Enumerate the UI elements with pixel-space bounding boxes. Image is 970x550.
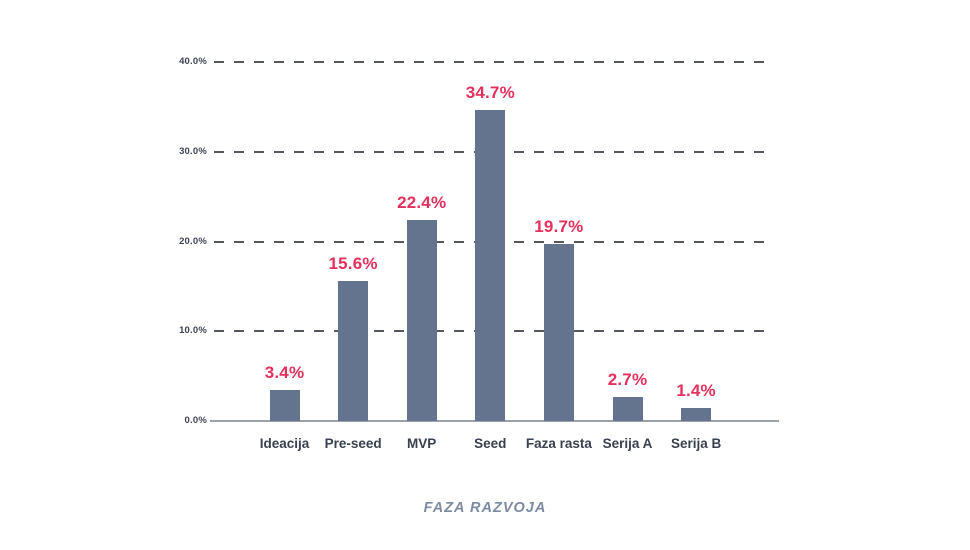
bar: [406, 219, 437, 421]
bar-category-label: MVP: [407, 436, 437, 451]
bar-value-label: 2.7%: [607, 369, 648, 389]
x-axis-line: [210, 420, 779, 422]
bar-value-label: 1.4%: [676, 381, 716, 401]
bar-value-label: 22.4%: [397, 192, 447, 212]
y-tick-label: 30.0%: [179, 145, 207, 157]
y-tick-label: 10.0%: [179, 325, 207, 337]
y-grid-line: [214, 61, 774, 63]
y-tick-label: 20.0%: [179, 235, 207, 247]
bar-category-label: Serija A: [602, 436, 653, 451]
bar-category-label: Serija B: [670, 436, 722, 451]
bar-category-label: Pre-seed: [324, 436, 382, 451]
y-tick-label: 0.0%: [184, 415, 207, 426]
bar-value-label: 19.7%: [534, 217, 584, 237]
bar: [475, 109, 506, 421]
bar-value-label: 15.6%: [328, 253, 378, 273]
x-axis-title: FAZA RAZVOJA: [423, 500, 547, 516]
bar: [681, 408, 712, 421]
bar: [612, 396, 643, 421]
bar: [543, 244, 574, 421]
bar-category-label: Seed: [474, 436, 507, 451]
bar: [338, 280, 369, 421]
bar-value-label: 3.4%: [264, 363, 305, 383]
bar: [269, 390, 300, 421]
bar-category-label: Faza rasta: [525, 436, 592, 451]
bar-value-label: 34.7%: [465, 82, 515, 102]
bar-category-label: Ideacija: [259, 436, 310, 451]
y-tick-label: 40.0%: [179, 56, 207, 67]
